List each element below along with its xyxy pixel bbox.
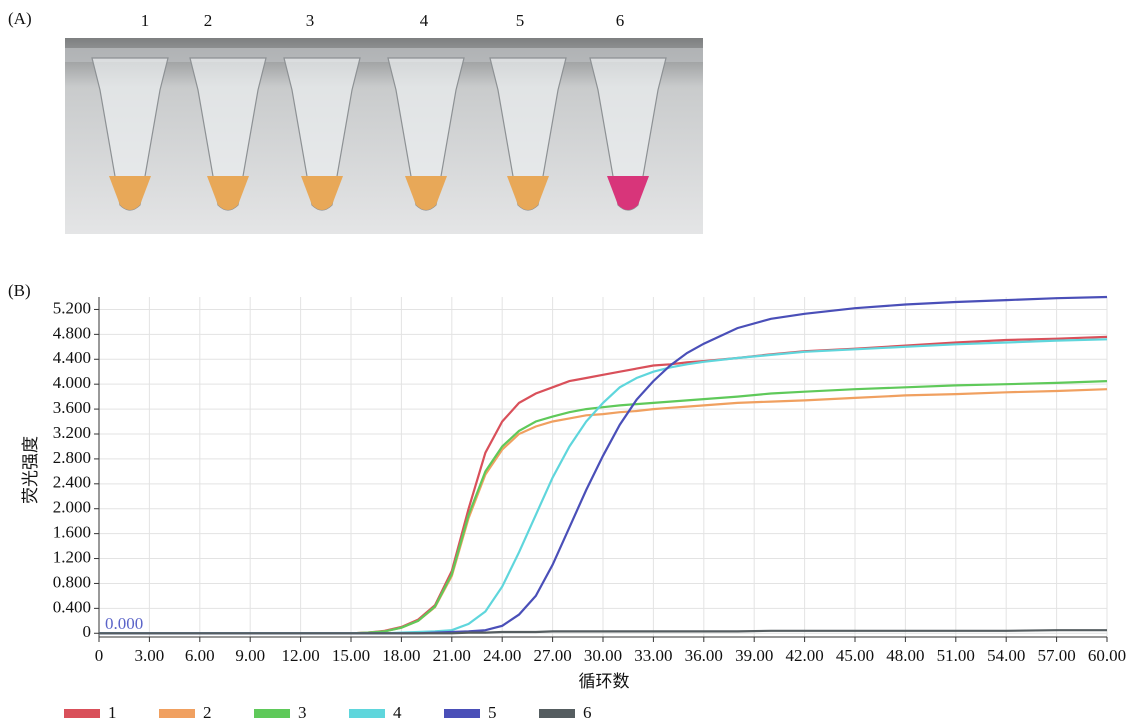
y-tick-label: 3.600: [53, 398, 91, 417]
legend-swatch: [539, 709, 575, 718]
y-tick-label: 2.800: [53, 448, 91, 467]
panel-label: (B): [8, 281, 31, 300]
y-tick-label: 4.000: [53, 373, 91, 392]
x-tick-label: 24.00: [483, 646, 521, 665]
x-tick-label: 15.00: [332, 646, 370, 665]
legend-label: 4: [393, 703, 402, 722]
y-tick-label: 0.800: [53, 572, 91, 591]
legend-swatch: [349, 709, 385, 718]
y-tick-label: 5.200: [53, 298, 91, 317]
y-axis-label: 荧光强度: [21, 436, 40, 504]
legend-label: 6: [583, 703, 592, 722]
tube-label: 6: [616, 11, 625, 30]
x-tick-label: 54.00: [987, 646, 1025, 665]
y-tick-label: 2.400: [53, 473, 91, 492]
y-tick-label: 2.000: [53, 498, 91, 517]
y-tick-label: 4.800: [53, 323, 91, 342]
tube-label: 5: [516, 11, 525, 30]
x-tick-label: 33.00: [634, 646, 672, 665]
x-tick-label: 42.00: [785, 646, 823, 665]
x-tick-label: 6.00: [185, 646, 215, 665]
x-tick-label: 45.00: [836, 646, 874, 665]
x-tick-label: 3.00: [135, 646, 165, 665]
x-tick-label: 0: [95, 646, 104, 665]
y-tick-label: 0.400: [53, 597, 91, 616]
legend-label: 2: [203, 703, 212, 722]
legend-swatch: [64, 709, 100, 718]
legend-swatch: [444, 709, 480, 718]
annotation: 0.000: [105, 614, 143, 633]
figure: (A) (B) 循环数 荧光强度 1 2 3 4 5 6 0 0.400 0.800 1.200 1…: [0, 0, 1137, 724]
y-tick-label: 3.200: [53, 423, 91, 442]
legend-swatch: [254, 709, 290, 718]
tube-label: 3: [306, 11, 315, 30]
x-tick-label: 51.00: [937, 646, 975, 665]
y-tick-label: 0: [83, 622, 92, 641]
x-tick-label: 21.00: [433, 646, 471, 665]
tube-label: 4: [420, 11, 429, 30]
x-tick-label: 12.00: [281, 646, 319, 665]
legend-label: 1: [108, 703, 117, 722]
x-tick-label: 27.00: [533, 646, 571, 665]
legend-swatch: [159, 709, 195, 718]
legend-label: 3: [298, 703, 307, 722]
x-tick-label: 18.00: [382, 646, 420, 665]
tube-label: 2: [204, 11, 213, 30]
x-tick-label: 48.00: [886, 646, 924, 665]
legend-label: 5: [488, 703, 497, 722]
y-tick-label: 1.200: [53, 547, 91, 566]
x-tick-label: 9.00: [235, 646, 265, 665]
x-tick-label: 39.00: [735, 646, 773, 665]
x-tick-label: 57.00: [1037, 646, 1075, 665]
y-tick-label: 4.400: [53, 348, 91, 367]
panel-label: (A): [8, 9, 32, 28]
x-tick-label: 36.00: [685, 646, 723, 665]
x-axis-label: 循环数: [579, 672, 630, 691]
tube-label: 1: [141, 11, 150, 30]
y-tick-label: 1.600: [53, 523, 91, 542]
x-tick-label: 60.00: [1088, 646, 1126, 665]
x-tick-label: 30.00: [584, 646, 622, 665]
